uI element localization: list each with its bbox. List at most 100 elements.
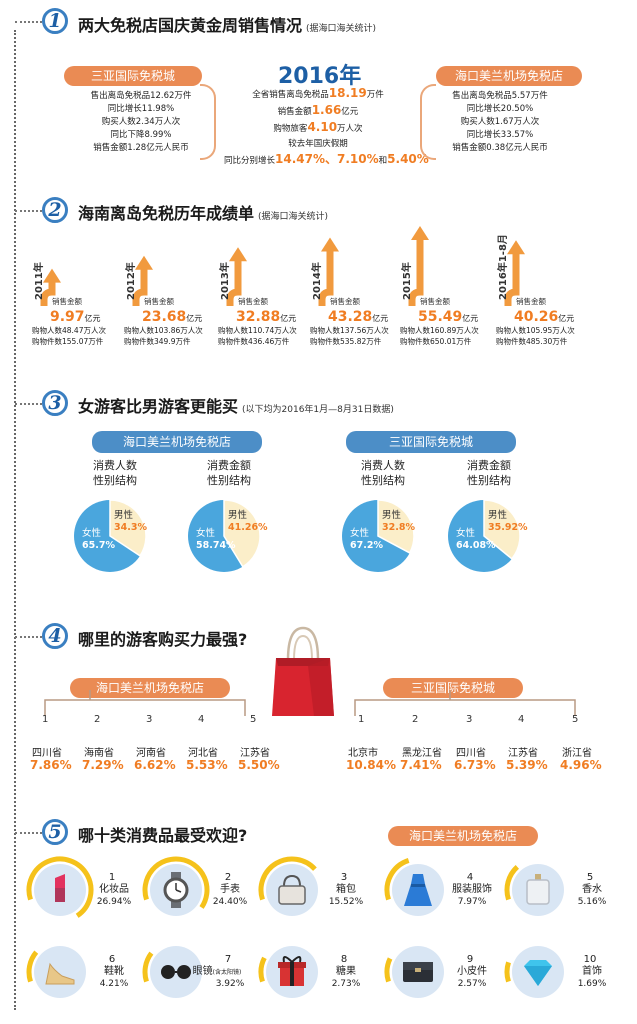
shopping-bag-icon [272, 626, 334, 716]
product-name: 服装服饰 [452, 884, 492, 895]
section-4-left-tree [44, 690, 246, 716]
gender-pie [188, 499, 261, 572]
sales-arrow [318, 237, 339, 306]
section-1-right-lines: 售出离岛免税品5.57万件 同比增长20.50% 购买人数1.67万人次 同比增… [440, 90, 560, 155]
share-ring [384, 957, 393, 983]
product-share: 7.97% [457, 897, 487, 907]
share-ring [26, 856, 94, 918]
s1-left-line: 同比增长11.98% [107, 104, 175, 114]
item-count: 购物件数650.01万件 [400, 337, 472, 346]
section-5-store-pill: 海口美兰机场免税店 [388, 826, 538, 846]
female-share: 67.2% [350, 540, 383, 551]
shopper-count: 购物人数105.95万人次 [496, 326, 575, 335]
pie-title: 消费金额 [467, 459, 511, 472]
share-ring [258, 856, 317, 901]
s1-right-line: 销售金额0.38亿元人民币 [452, 143, 548, 153]
sales-amount: 43.28亿元 [328, 309, 389, 325]
section-1-title-text: 两大免税店国庆黄金周销售情况 [78, 16, 303, 35]
section-4-rule [15, 636, 42, 638]
male-label: 男性 [382, 510, 402, 521]
product-share: 5.16% [577, 897, 607, 907]
product-share: 2.73% [331, 979, 361, 989]
s1-center-line: 销售金额1.66亿元 [277, 103, 359, 117]
s1-left-line: 销售金额1.28亿元人民币 [93, 143, 189, 153]
pie-title: 性别结构 [207, 474, 251, 487]
rank-province: 四川省 [456, 748, 486, 759]
rank-province: 黑龙江省 [402, 748, 442, 759]
s1-right-line: 购买人数1.67万人次 [460, 117, 540, 127]
pie-title: 性别结构 [361, 474, 405, 487]
rank-percent: 6.73% [454, 758, 496, 772]
shopper-count: 购物人数110.74万人次 [218, 326, 297, 335]
female-share: 65.7% [82, 540, 115, 551]
female-label: 女性 [456, 528, 476, 539]
rank-province: 江苏省 [240, 748, 270, 759]
section-2-note: (据海口海关统计) [258, 212, 329, 222]
section-2-title: 海南离岛免税历年成绩单 (据海口海关统计) [78, 200, 328, 224]
section-1-left-store-pill: 三亚国际免税城 [64, 66, 202, 86]
product-rank: 4 [466, 872, 474, 883]
rank-percent: 10.84% [346, 758, 396, 772]
section-3-rule [15, 403, 42, 405]
share-ring [142, 856, 210, 909]
s1-left-line: 购买人数2.34万人次 [101, 117, 181, 127]
item-count: 购物件数535.82万件 [310, 337, 382, 346]
section-1-left-lines: 售出离岛免税品12.62万件 同比增长11.98% 购买人数2.34万人次 同比… [82, 90, 200, 155]
male-label: 男性 [228, 510, 248, 521]
rank-province: 江苏省 [508, 748, 538, 759]
section-1-note: (据海口海关统计) [306, 24, 377, 34]
perfume-icon [504, 864, 564, 916]
section-1-title: 两大免税店国庆黄金周销售情况 (据海口海关统计) [78, 12, 376, 36]
pie-title: 消费人数 [93, 459, 137, 472]
product-share: 3.92% [215, 979, 245, 989]
pie-slice-male [377, 499, 415, 554]
rank-number: 3 [146, 714, 153, 725]
rank-number: 5 [572, 714, 579, 725]
share-ring [504, 961, 511, 983]
wallet-icon [384, 946, 444, 998]
year-label: 2015年 [402, 262, 413, 300]
product-share: 26.94% [96, 897, 132, 907]
sales-amount-label: 销售金额 [144, 297, 174, 306]
sales-amount-label: 销售金额 [330, 297, 360, 306]
male-share: 32.8% [382, 522, 415, 533]
glasses-icon [142, 946, 202, 998]
shopper-count: 购物人数103.86万人次 [124, 326, 203, 335]
product-share: 1.69% [577, 979, 607, 989]
section-3-number: 3 [42, 390, 68, 416]
rank-number: 3 [466, 714, 473, 725]
rank-number: 4 [198, 714, 205, 725]
product-name: 糖果 [336, 966, 356, 977]
high-heel-icon [26, 946, 86, 998]
item-count: 购物件数349.9万件 [124, 337, 191, 346]
rank-percent: 5.53% [186, 758, 228, 772]
rank-province: 北京市 [348, 748, 378, 759]
gender-pie [74, 499, 147, 572]
female-share: 64.08% [456, 540, 496, 551]
product-share: 4.21% [99, 979, 129, 989]
rank-percent: 7.41% [400, 758, 442, 772]
pie-title: 消费人数 [361, 459, 405, 472]
rank-province: 海南省 [84, 748, 114, 759]
male-share: 41.26% [228, 522, 268, 533]
pie-title: 性别结构 [93, 474, 137, 487]
watch-icon [142, 856, 210, 916]
product-share: 15.52% [328, 897, 364, 907]
pie-slice-male [483, 499, 521, 560]
s1-left-line: 同比下降8.99% [110, 130, 172, 140]
sales-arrow [40, 268, 61, 306]
rank-number: 4 [518, 714, 525, 725]
rank-percent: 4.96% [560, 758, 602, 772]
section-3-title: 女游客比男游客更能买 (以下均为2016年1月—8月31日数据) [78, 393, 394, 417]
handbag-icon [258, 856, 318, 916]
section-1-year: 2016年 [278, 64, 362, 89]
product-name: 眼镜(含太阳镜) [192, 966, 242, 977]
item-count: 购物件数485.30万件 [496, 337, 568, 346]
item-count: 购物件数155.07万件 [32, 337, 104, 346]
gift-box-icon [258, 946, 318, 998]
sales-arrow [408, 226, 429, 306]
year-label: 2011年 [34, 262, 45, 300]
sales-amount-label: 销售金额 [516, 297, 546, 306]
s1-right-line: 同比增长33.57% [466, 130, 534, 140]
rank-percent: 7.29% [82, 758, 124, 772]
